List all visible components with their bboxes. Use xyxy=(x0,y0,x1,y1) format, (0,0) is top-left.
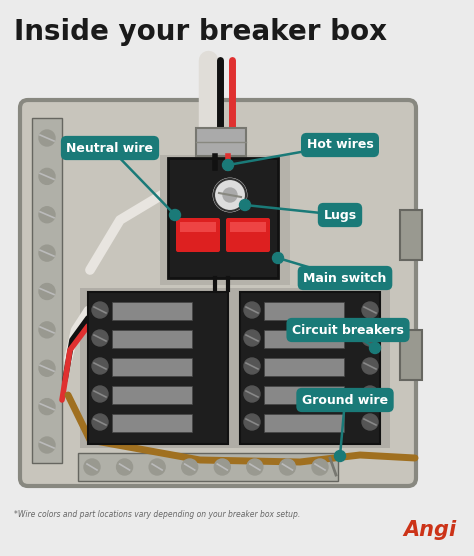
Circle shape xyxy=(92,330,108,346)
Circle shape xyxy=(117,459,133,475)
Bar xyxy=(180,222,216,232)
Bar xyxy=(264,330,344,348)
Circle shape xyxy=(39,437,55,453)
Circle shape xyxy=(39,284,55,300)
Circle shape xyxy=(149,459,165,475)
FancyBboxPatch shape xyxy=(176,218,220,252)
Circle shape xyxy=(39,360,55,376)
Text: Lugs: Lugs xyxy=(323,208,356,221)
Circle shape xyxy=(39,245,55,261)
Circle shape xyxy=(92,358,108,374)
Circle shape xyxy=(273,252,283,264)
Circle shape xyxy=(247,459,263,475)
Text: Neutral wire: Neutral wire xyxy=(66,141,154,155)
Text: Angi: Angi xyxy=(403,520,456,540)
Bar xyxy=(112,330,192,348)
Circle shape xyxy=(92,302,108,318)
Circle shape xyxy=(335,450,346,461)
Circle shape xyxy=(280,459,295,475)
FancyBboxPatch shape xyxy=(20,100,416,486)
Circle shape xyxy=(362,414,378,430)
Circle shape xyxy=(39,322,55,338)
Bar xyxy=(112,358,192,376)
Bar xyxy=(230,222,266,232)
Circle shape xyxy=(370,342,381,354)
Text: *Wire colors and part locations vary depending on your breaker box setup.: *Wire colors and part locations vary dep… xyxy=(14,510,300,519)
Bar xyxy=(264,386,344,404)
Circle shape xyxy=(214,179,246,211)
Circle shape xyxy=(244,414,260,430)
Circle shape xyxy=(362,302,378,318)
Circle shape xyxy=(170,210,181,221)
Circle shape xyxy=(362,358,378,374)
Bar xyxy=(112,386,192,404)
Circle shape xyxy=(92,414,108,430)
Bar xyxy=(196,128,246,156)
Bar xyxy=(264,358,344,376)
Bar xyxy=(112,302,192,320)
Circle shape xyxy=(214,459,230,475)
Bar xyxy=(264,414,344,432)
Circle shape xyxy=(92,386,108,402)
Circle shape xyxy=(39,168,55,185)
Text: Main switch: Main switch xyxy=(303,271,387,285)
Bar xyxy=(88,292,228,444)
Circle shape xyxy=(39,399,55,415)
Circle shape xyxy=(182,459,198,475)
Bar xyxy=(32,118,62,463)
Bar xyxy=(168,158,278,278)
Bar xyxy=(78,453,338,481)
Circle shape xyxy=(362,330,378,346)
Bar xyxy=(112,414,192,432)
Circle shape xyxy=(239,200,250,211)
Bar xyxy=(400,330,422,380)
Bar xyxy=(240,292,380,444)
Text: Hot wires: Hot wires xyxy=(307,138,374,151)
Circle shape xyxy=(39,130,55,146)
Text: Inside your breaker box: Inside your breaker box xyxy=(14,18,387,46)
Bar xyxy=(160,155,290,285)
Circle shape xyxy=(84,459,100,475)
Bar xyxy=(80,288,390,448)
Circle shape xyxy=(244,386,260,402)
Circle shape xyxy=(244,302,260,318)
Circle shape xyxy=(39,207,55,223)
Text: Ground wire: Ground wire xyxy=(302,394,388,406)
Circle shape xyxy=(223,188,237,202)
Circle shape xyxy=(362,386,378,402)
Circle shape xyxy=(244,358,260,374)
Circle shape xyxy=(312,459,328,475)
Text: Circuit breakers: Circuit breakers xyxy=(292,324,404,336)
Bar xyxy=(400,210,422,260)
Circle shape xyxy=(222,160,234,171)
FancyBboxPatch shape xyxy=(226,218,270,252)
Bar xyxy=(264,302,344,320)
Circle shape xyxy=(244,330,260,346)
